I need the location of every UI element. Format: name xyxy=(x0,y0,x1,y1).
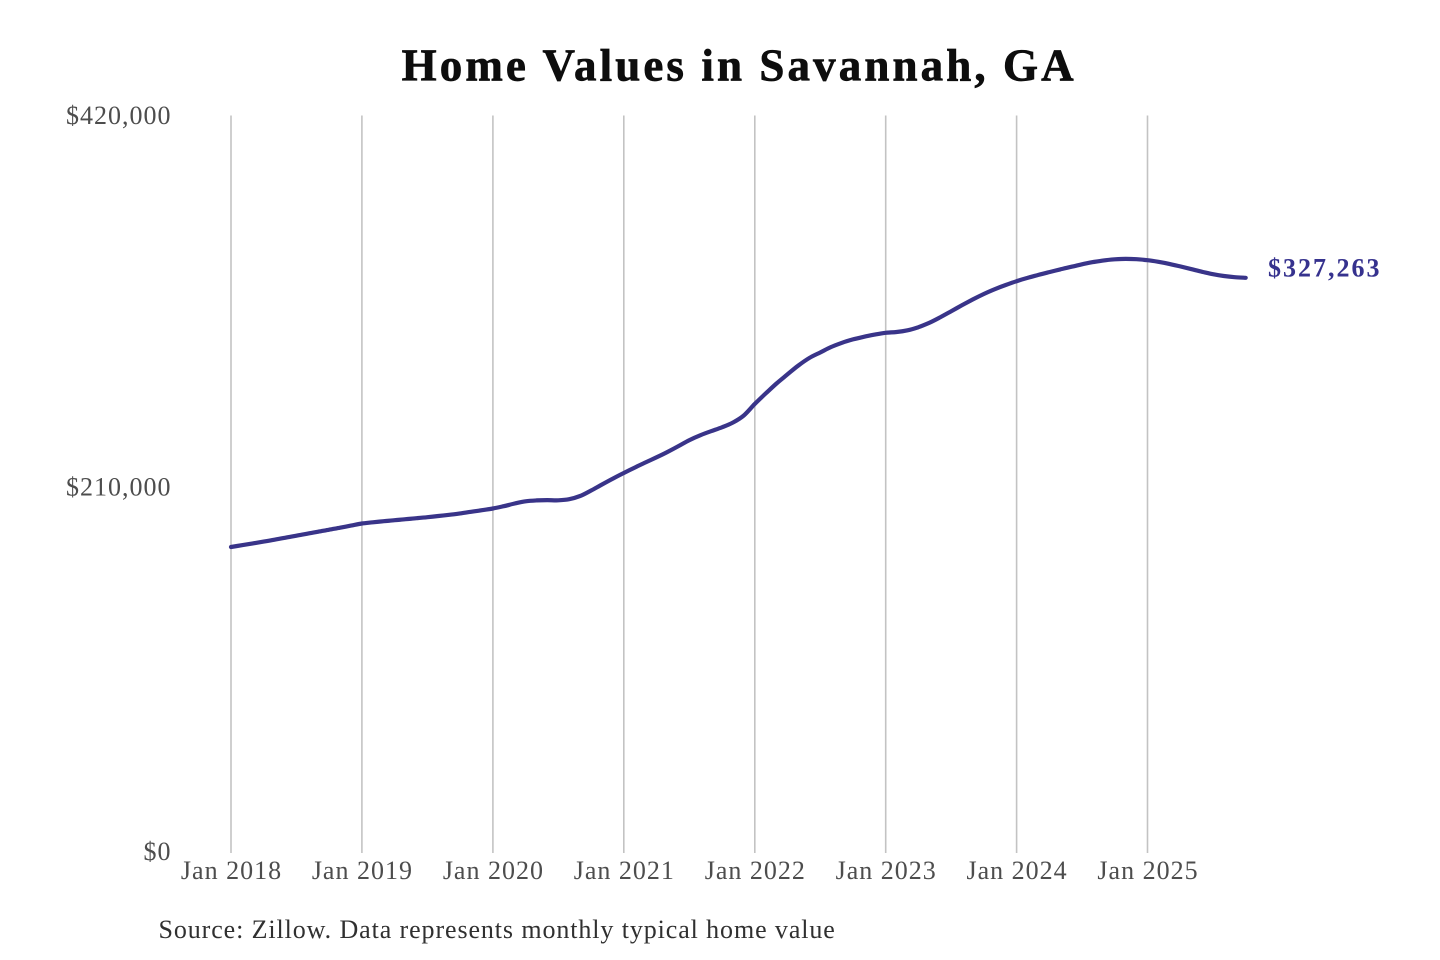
svg-text:Jan 2021: Jan 2021 xyxy=(574,856,675,885)
svg-text:Jan 2023: Jan 2023 xyxy=(836,856,937,885)
svg-text:Jan 2018: Jan 2018 xyxy=(181,856,282,885)
svg-text:Jan 2024: Jan 2024 xyxy=(967,856,1068,885)
svg-text:$420,000: $420,000 xyxy=(66,101,172,130)
svg-text:Home Values in Savannah, GA: Home Values in Savannah, GA xyxy=(402,41,1077,91)
svg-text:Jan 2019: Jan 2019 xyxy=(312,856,413,885)
svg-text:$210,000: $210,000 xyxy=(66,473,172,502)
svg-text:$327,263: $327,263 xyxy=(1268,254,1382,283)
svg-text:Jan 2020: Jan 2020 xyxy=(443,856,544,885)
svg-text:Jan 2025: Jan 2025 xyxy=(1097,856,1198,885)
svg-text:Source: Zillow. Data represent: Source: Zillow. Data represents monthly … xyxy=(159,915,836,944)
svg-text:Jan 2022: Jan 2022 xyxy=(705,856,806,885)
svg-text:$0: $0 xyxy=(144,837,172,866)
